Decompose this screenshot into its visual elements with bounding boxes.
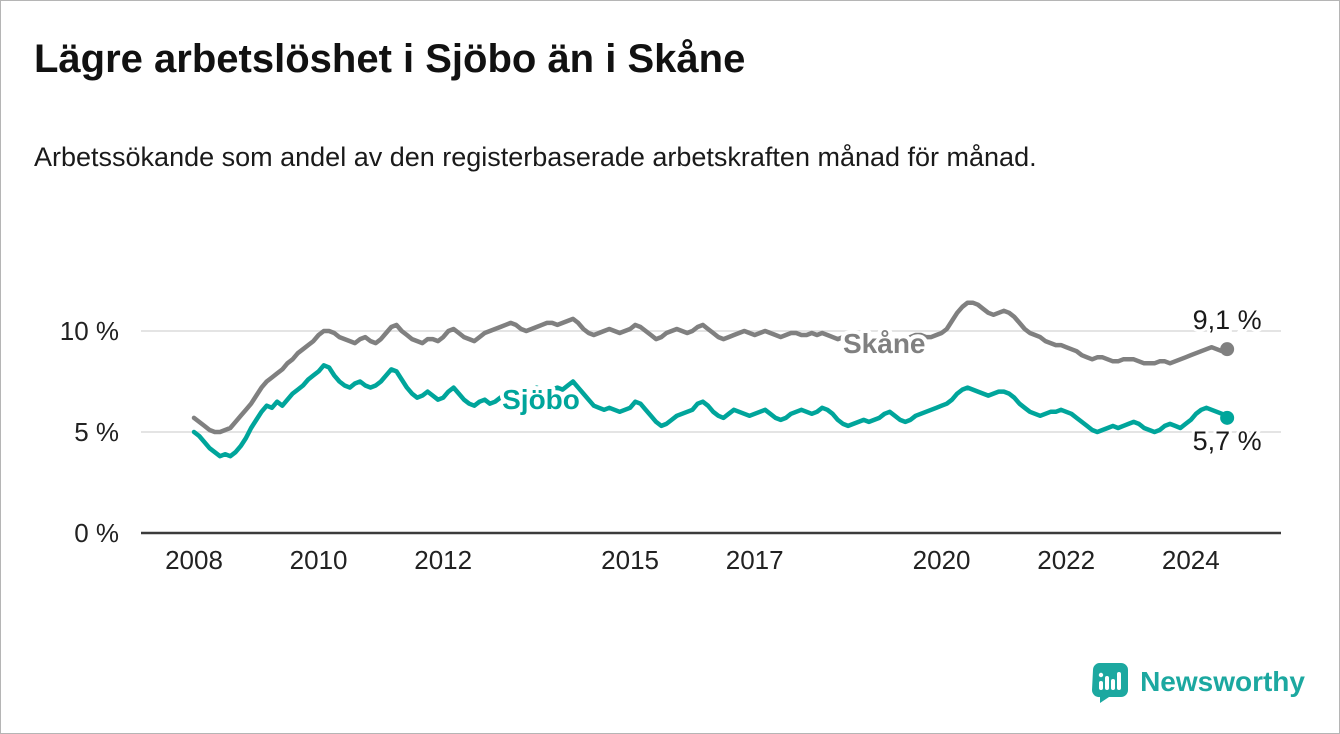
y-tick-label: 0 %	[74, 518, 119, 548]
x-tick-label: 2022	[1037, 545, 1095, 575]
x-tick-label: 2020	[913, 545, 971, 575]
series-end-dot-skåne	[1220, 342, 1235, 357]
newsworthy-logo-icon	[1092, 663, 1129, 703]
series-label-skåne: Skåne	[843, 328, 926, 359]
y-tick-label: 10 %	[60, 316, 119, 346]
series-line-skåne	[191, 300, 1230, 435]
series-label-sjöbo: Sjöbo	[502, 384, 580, 415]
x-tick-label: 2015	[601, 545, 659, 575]
newsworthy-logo-text: Newsworthy	[1140, 666, 1305, 697]
y-tick-label: 5 %	[74, 417, 119, 447]
x-tick-label: 2017	[726, 545, 784, 575]
series-end-dot-sjöbo	[1220, 410, 1235, 425]
bar-chart-glyph	[1098, 672, 1122, 690]
logo-bubble-shape	[1092, 663, 1129, 703]
newsworthy-logo: Newsworthy	[1090, 661, 1305, 703]
series-line-sjöbo	[191, 363, 1230, 459]
chart-subtitle: Arbetssökande som andel av den registerb…	[34, 142, 1037, 172]
x-tick-label: 2012	[414, 545, 472, 575]
series-end-value-sjöbo: 5,7 %	[1193, 426, 1262, 456]
chart-title: Lägre arbetslöshet i Sjöbo än i Skåne	[34, 37, 746, 81]
x-tick-label: 2010	[290, 545, 348, 575]
x-tick-label: 2024	[1162, 545, 1220, 575]
series-end-value-skåne: 9,1 %	[1193, 305, 1262, 335]
x-tick-label: 2008	[165, 545, 223, 575]
